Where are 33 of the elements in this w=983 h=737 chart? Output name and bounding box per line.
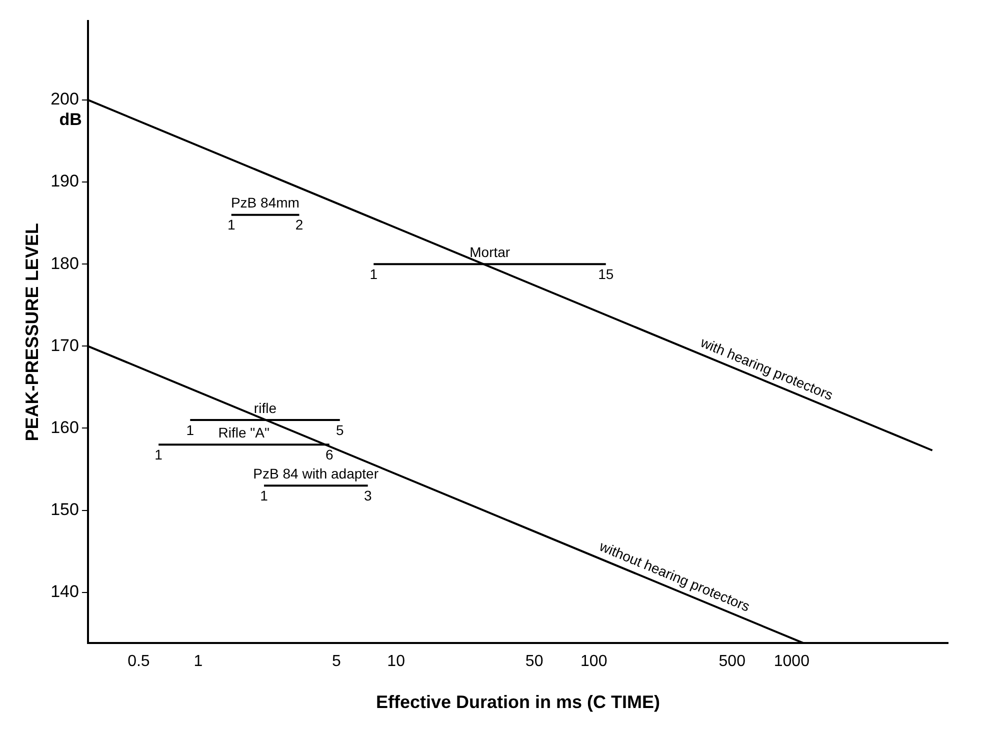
annotation: 1 bbox=[260, 488, 268, 504]
x-tick-label: 1000 bbox=[774, 653, 810, 670]
y-tick-label: 140 bbox=[50, 582, 79, 602]
x-tick-label: 10 bbox=[387, 653, 406, 670]
y-tick-label: 150 bbox=[50, 500, 79, 519]
y-tick-label: 180 bbox=[50, 254, 79, 273]
annotation: Mortar bbox=[470, 244, 510, 260]
x-tick-label: 0.5 bbox=[128, 653, 150, 670]
x-tick-label: 100 bbox=[580, 653, 608, 670]
x-tick-label: 5 bbox=[332, 653, 342, 670]
annotation: rifle bbox=[254, 400, 277, 416]
x-tick-label: 1 bbox=[194, 653, 203, 670]
text: dB bbox=[59, 110, 82, 130]
y-tick-label: 190 bbox=[50, 172, 79, 191]
x-tick-label: 500 bbox=[718, 653, 746, 670]
y-tick-label: 160 bbox=[50, 418, 79, 437]
annotation: 1 bbox=[370, 266, 378, 282]
annotation: 1 bbox=[186, 422, 194, 438]
y-tick-label: 170 bbox=[50, 336, 79, 355]
annotation: 2 bbox=[295, 216, 304, 233]
annotation: 1 bbox=[227, 216, 236, 233]
annotation: 15 bbox=[598, 266, 614, 282]
annotation: PzB 84 with adapter bbox=[253, 466, 379, 482]
annotation: 1 bbox=[154, 446, 163, 462]
annotation: 3 bbox=[364, 488, 372, 504]
x-tick-label: 50 bbox=[525, 653, 544, 670]
x-axis-title: Effective Duration in ms (C TIME) bbox=[376, 692, 660, 712]
annotation: PzB 84mm bbox=[230, 194, 300, 211]
annotation: 6 bbox=[325, 446, 334, 462]
annotation: Rifle "A" bbox=[218, 424, 270, 440]
y-axis-title: PEAK-PRESSURE LEVEL bbox=[22, 223, 42, 442]
y-tick-label: 200 bbox=[50, 90, 79, 109]
annotation: 5 bbox=[336, 422, 344, 438]
